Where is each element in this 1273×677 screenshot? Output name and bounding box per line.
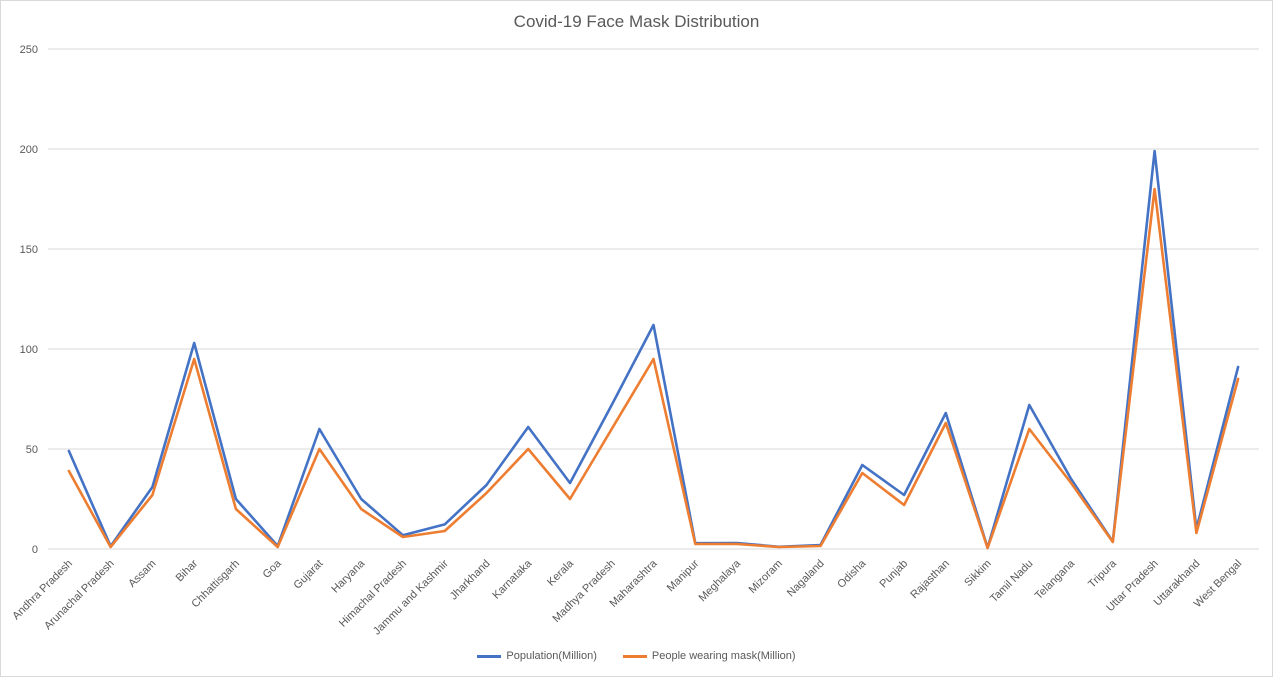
y-tick-label: 150 <box>20 244 38 256</box>
series-line-0 <box>67 149 1240 550</box>
legend-swatch-mask <box>622 654 647 658</box>
x-tick-label: Arunachal Pradesh <box>42 558 117 633</box>
x-tick-label: Gujarat <box>292 558 326 592</box>
y-tick-label: 0 <box>32 544 38 556</box>
x-tick-label: Tamil Nadu <box>988 558 1035 605</box>
y-tick-label: 50 <box>26 444 38 456</box>
legend-item-population: Population(Million) <box>477 650 597 662</box>
x-tick-label: Mizoram <box>747 558 785 596</box>
legend-label-mask: People wearing mask(Million) <box>651 650 796 662</box>
x-tick-label: Karnataka <box>490 557 535 602</box>
x-tick-label: Jammu and Kashmir <box>371 557 451 637</box>
gridlines <box>48 48 1259 550</box>
x-tick-label: Jharkhand <box>448 558 493 603</box>
x-tick-label: Bihar <box>174 557 201 584</box>
x-tick-label: Telangana <box>1033 557 1078 602</box>
legend-label-population: Population(Million) <box>506 650 597 662</box>
y-tick-label: 100 <box>20 344 38 356</box>
x-tick-label: Rajasthan <box>908 558 952 602</box>
x-tick-label: Meghalaya <box>697 557 744 604</box>
series-lines <box>67 149 1240 550</box>
x-tick-label: Manipur <box>665 557 702 594</box>
chart-title: Covid-19 Face Mask Distribution <box>513 12 760 31</box>
x-tick-label: Assam <box>126 558 158 590</box>
y-tick-label: 250 <box>20 44 38 56</box>
x-tick-label: Kerala <box>545 557 577 589</box>
x-tick-label: Odisha <box>835 557 869 591</box>
legend-swatch-population <box>477 654 502 658</box>
x-tick-label: Tripura <box>1086 557 1119 590</box>
x-tick-label: Nagaland <box>785 558 827 600</box>
x-tick-label: Sikkim <box>962 558 993 589</box>
x-tick-label: Punjab <box>877 558 910 591</box>
y-axis-ticks: 0 50 100 150 200 250 <box>20 44 38 556</box>
legend-item-mask: People wearing mask(Million) <box>622 650 796 662</box>
x-tick-label: Haryana <box>329 557 368 596</box>
series-line-1 <box>67 187 1240 550</box>
legend: Population(Million) People wearing mask(… <box>1 650 1272 662</box>
y-tick-label: 200 <box>20 144 38 156</box>
x-tick-label: Goa <box>261 557 285 581</box>
